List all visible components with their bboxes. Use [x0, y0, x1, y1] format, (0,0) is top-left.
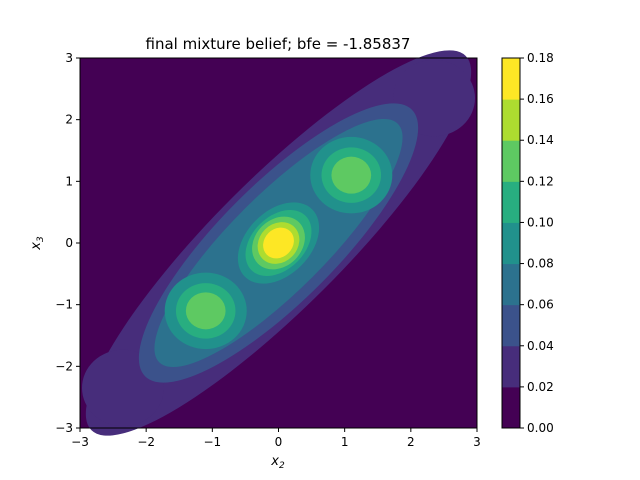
colorbar-swatch: [502, 263, 520, 306]
colorbar-tick-label: 0.00: [527, 421, 554, 435]
y-tick-label: −1: [55, 298, 73, 312]
y-tick-label: 3: [65, 51, 73, 65]
contour-band-0.16: [263, 227, 294, 259]
colorbar-tick-label: 0.08: [527, 257, 554, 271]
colorbar-swatch: [502, 58, 520, 100]
y-tick-label: 1: [65, 174, 73, 188]
colorbar-tick-label: 0.04: [527, 339, 554, 353]
x-axis: −3 −2 −1 0 1 2 3: [71, 428, 481, 449]
colorbar-tick-label: 0.02: [527, 380, 554, 394]
y-axis-label: x3: [29, 236, 46, 251]
y-tick-label: −3: [55, 421, 73, 435]
colorbar-tick-label: 0.06: [527, 298, 554, 312]
x-tick-label: −1: [203, 435, 221, 449]
colorbar-swatch: [502, 304, 520, 347]
x-tick-label: 3: [473, 435, 481, 449]
contour-band-0.12: [331, 156, 372, 194]
colorbar-swatch: [502, 99, 520, 141]
colorbar-swatch: [502, 222, 520, 265]
x-axis-label-subscript: 2: [279, 461, 285, 471]
x-tick-label: −3: [71, 435, 89, 449]
x-tick-label: 2: [407, 435, 415, 449]
colorbar-swatch: [502, 345, 520, 388]
x-tick-label: 1: [341, 435, 349, 449]
colorbar-tick-label: 0.18: [527, 51, 554, 65]
contour-band-0.12: [185, 292, 226, 330]
y-tick-label: −2: [55, 359, 73, 373]
chart-title: final mixture belief; bfe = -1.85837: [146, 35, 411, 53]
plot-area: [79, 50, 478, 436]
y-tick-label: 0: [65, 236, 73, 250]
colorbar-tick-label: 0.10: [527, 215, 554, 229]
x-tick-label: 0: [275, 435, 283, 449]
contour-bands: [81, 50, 476, 436]
y-tick-label: 2: [65, 113, 73, 127]
x-tick-label: −2: [137, 435, 155, 449]
colorbar-frame: [501, 57, 521, 429]
colorbar-tick-label: 0.12: [527, 174, 554, 188]
colorbar-swatch: [502, 181, 520, 223]
colorbar-tick-label: 0.16: [527, 92, 554, 106]
colorbar-tick-label: 0.14: [527, 133, 554, 147]
y-axis-label-subscript: 3: [36, 236, 46, 242]
colorbar-swatch: [502, 140, 520, 182]
colorbar-swatch: [502, 386, 520, 429]
x-axis-label: x2: [270, 454, 285, 471]
colorbar: 0.00 0.02 0.04 0.06 0.08 0.10 0.12 0.14 0.16 0.18: [501, 51, 554, 435]
y-axis: −3 −2 −1 0 1 2 3: [55, 51, 80, 435]
